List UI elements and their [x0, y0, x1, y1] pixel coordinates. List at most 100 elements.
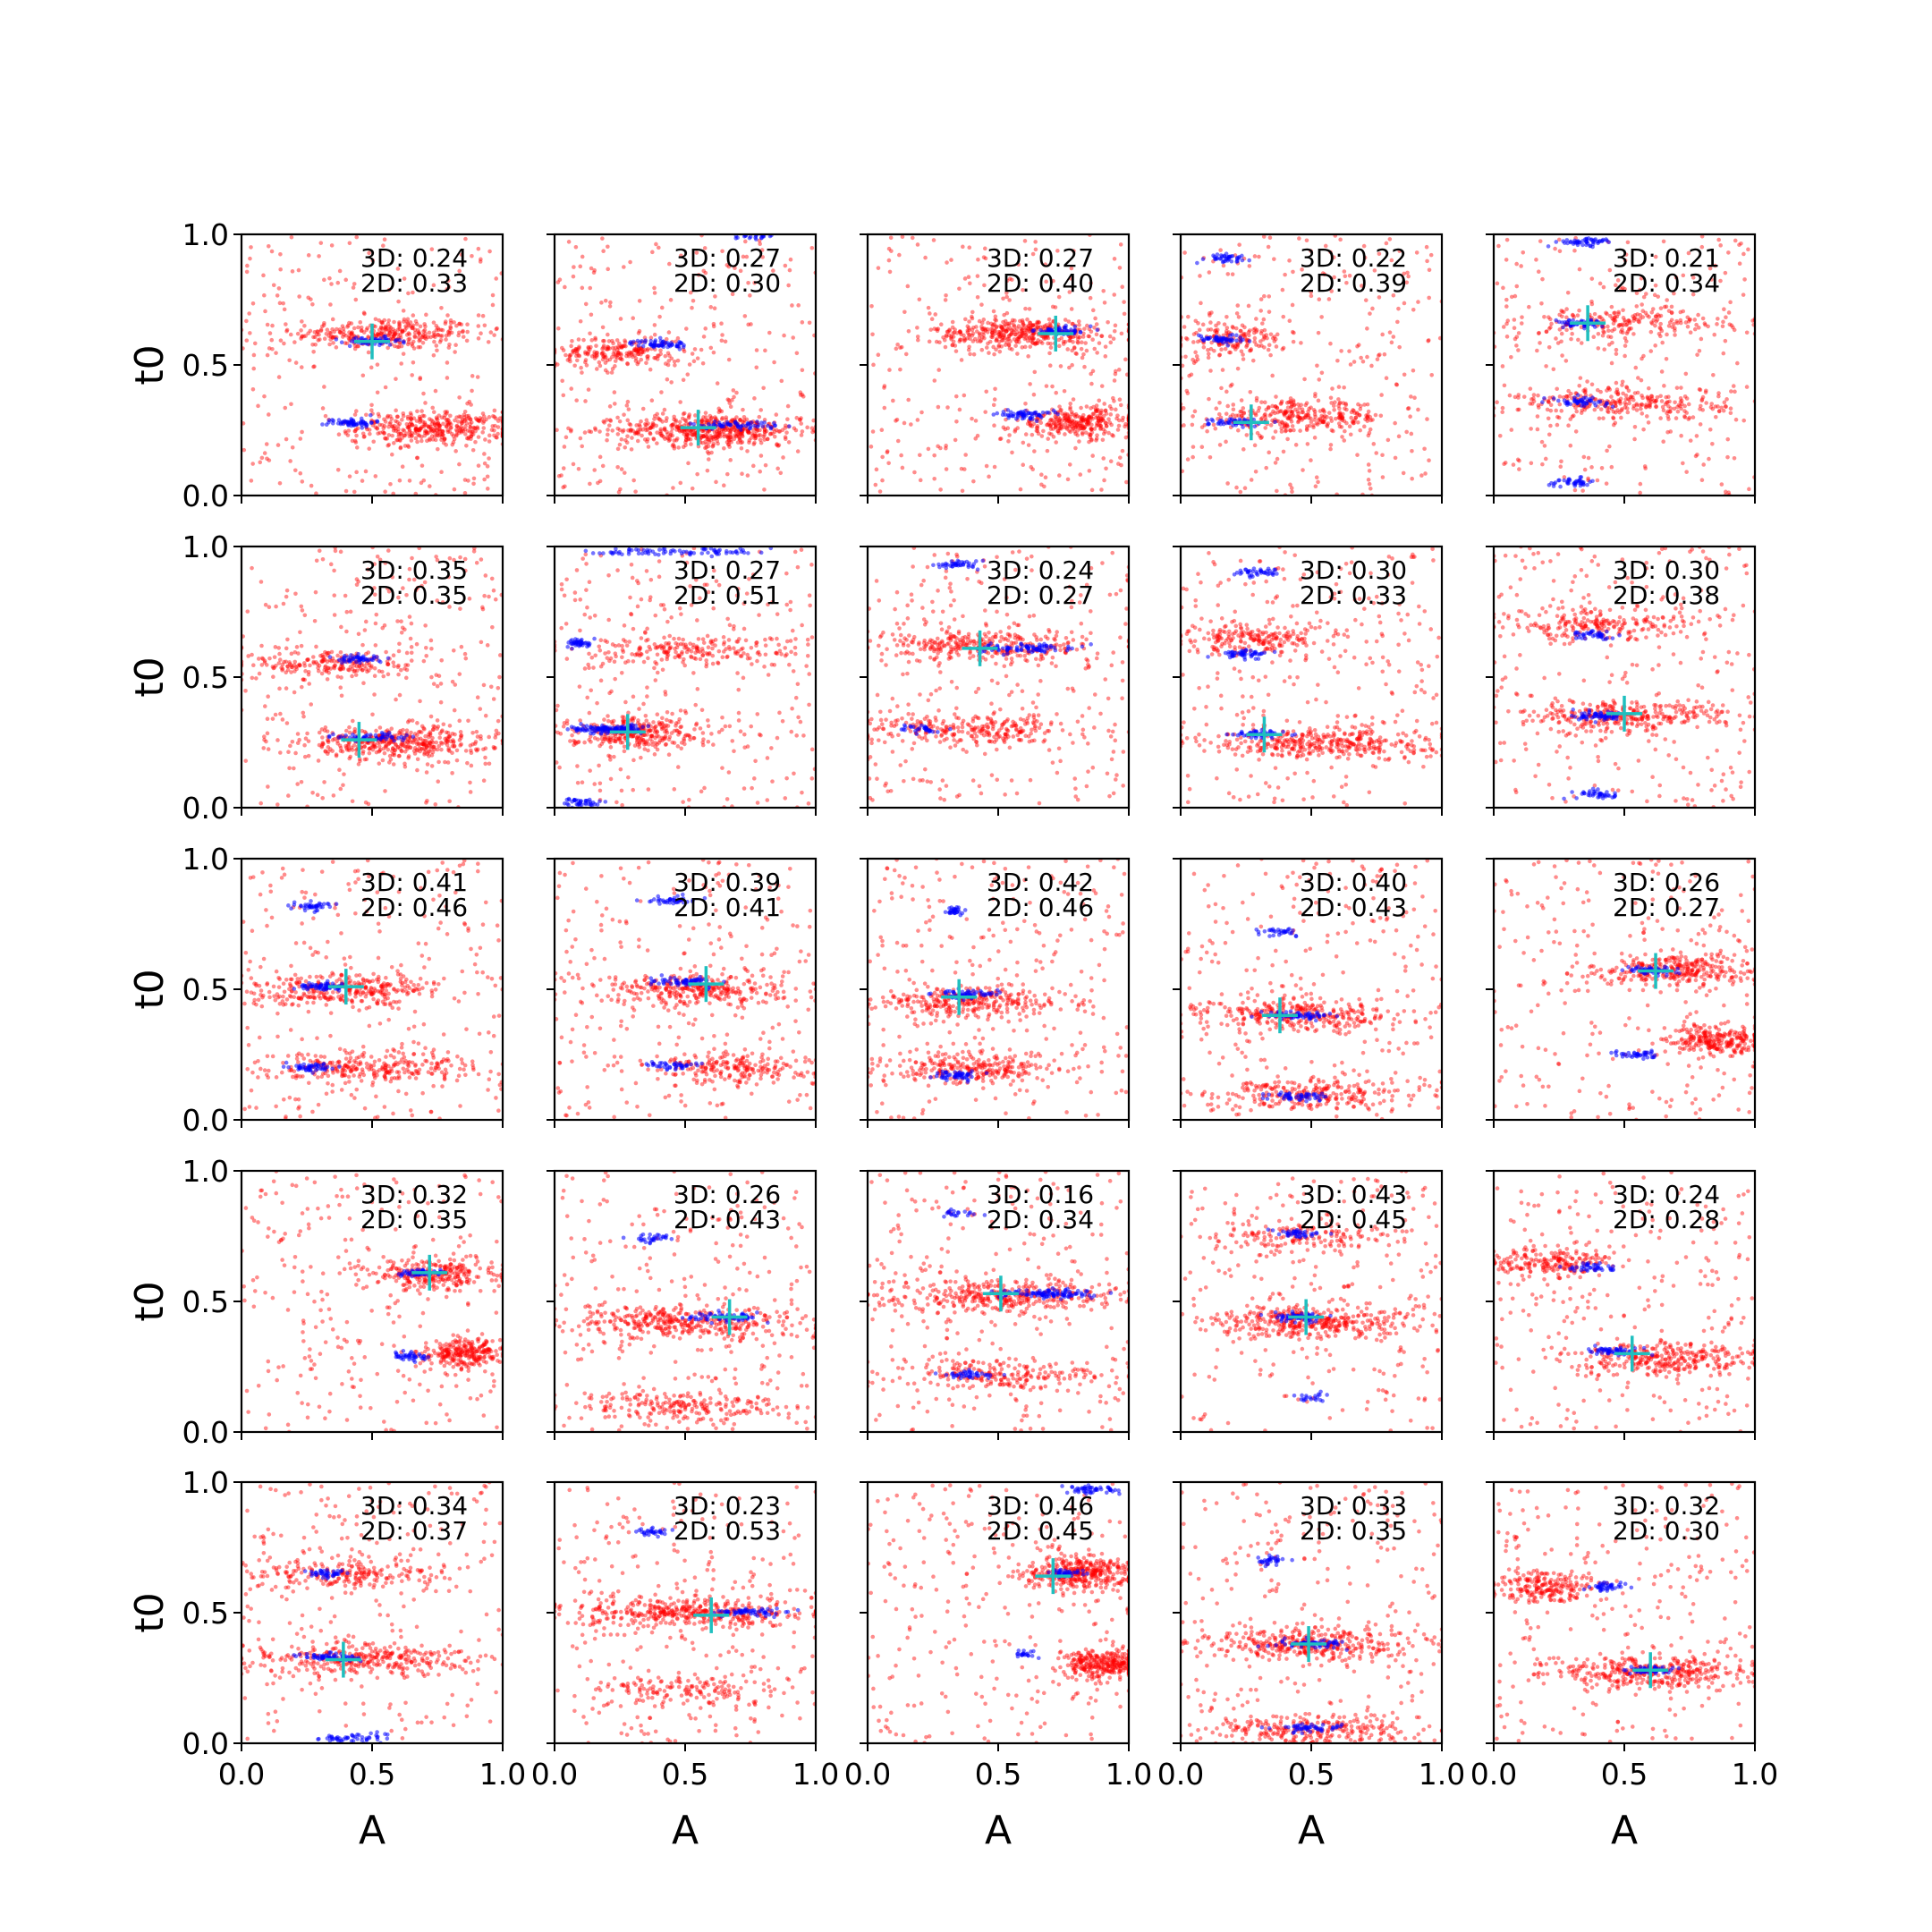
red-point — [756, 433, 761, 438]
red-point — [1083, 430, 1089, 435]
red-point — [1021, 287, 1025, 292]
red-point — [445, 411, 449, 416]
red-point — [412, 327, 418, 332]
red-point — [1708, 404, 1714, 410]
red-point — [1290, 409, 1294, 414]
red-point — [1084, 404, 1089, 409]
red-point — [406, 340, 411, 344]
red-point — [1091, 411, 1097, 417]
red-point — [612, 402, 617, 406]
red-point — [1030, 432, 1035, 437]
red-point — [791, 335, 796, 340]
red-point — [1048, 345, 1054, 350]
red-point — [772, 360, 776, 365]
red-point — [1016, 324, 1021, 328]
red-point — [1191, 445, 1196, 449]
red-point — [407, 336, 412, 342]
red-point — [902, 309, 907, 315]
red-point — [1284, 409, 1288, 413]
red-point — [1275, 410, 1280, 415]
red-point — [1071, 397, 1076, 402]
red-point — [1602, 347, 1607, 352]
red-point — [1667, 399, 1672, 404]
red-point — [258, 460, 263, 465]
red-point — [1122, 300, 1126, 304]
red-point — [380, 429, 386, 435]
red-point — [1037, 319, 1041, 325]
red-point — [1684, 411, 1690, 415]
red-point — [1058, 427, 1063, 431]
red-point — [261, 273, 266, 278]
red-point — [1002, 312, 1006, 318]
red-point — [1726, 310, 1732, 315]
blue-point — [635, 338, 640, 343]
red-point — [315, 329, 320, 334]
blue-point — [394, 337, 399, 343]
red-point — [464, 417, 470, 421]
red-point — [1045, 335, 1049, 339]
red-point — [1699, 244, 1705, 250]
y-tick-label: 1.0 — [182, 217, 229, 252]
red-point — [1321, 414, 1326, 419]
red-point — [1086, 414, 1091, 419]
red-point — [626, 428, 631, 433]
red-point — [699, 433, 704, 438]
red-point — [1389, 340, 1394, 345]
red-point — [1089, 281, 1093, 285]
blue-point — [334, 337, 339, 342]
red-point — [708, 437, 714, 443]
red-point — [312, 329, 318, 335]
red-point — [1675, 320, 1680, 326]
blue-point — [1063, 323, 1068, 328]
red-point — [383, 419, 388, 424]
blue-point — [1218, 256, 1224, 261]
red-point — [1312, 436, 1318, 440]
red-point — [1514, 284, 1520, 289]
red-point — [957, 286, 962, 292]
red-point — [448, 318, 453, 323]
red-point — [660, 419, 665, 424]
red-point — [1362, 255, 1368, 260]
red-point — [276, 375, 282, 379]
red-point — [406, 323, 411, 327]
blue-point — [1581, 403, 1587, 408]
red-point — [880, 478, 885, 483]
red-point — [1675, 404, 1680, 410]
red-point — [1062, 425, 1066, 430]
red-point — [628, 422, 633, 428]
red-point — [1275, 406, 1280, 411]
red-point — [388, 414, 393, 419]
red-point — [1678, 403, 1682, 409]
red-point — [1589, 276, 1595, 281]
red-point — [1546, 398, 1551, 403]
blue-point — [653, 338, 658, 343]
red-point — [1292, 402, 1297, 407]
red-point — [493, 423, 497, 428]
red-point — [569, 386, 574, 391]
red-point — [1212, 348, 1216, 353]
red-point — [632, 431, 638, 436]
red-point — [1097, 419, 1102, 423]
red-point — [392, 426, 396, 431]
red-point — [435, 428, 439, 433]
red-point — [1282, 411, 1286, 417]
red-point — [768, 431, 774, 436]
red-point — [359, 328, 364, 334]
blue-point — [681, 344, 686, 350]
red-point — [445, 360, 450, 365]
blue-point — [1201, 338, 1206, 343]
red-point — [926, 305, 931, 310]
red-point — [332, 329, 336, 335]
red-point — [1298, 415, 1303, 420]
red-point — [599, 352, 605, 356]
red-point — [1038, 339, 1043, 344]
red-point — [397, 341, 402, 345]
red-point — [1017, 335, 1021, 340]
red-point — [1258, 436, 1263, 440]
red-point — [1365, 419, 1370, 423]
red-point — [614, 347, 620, 352]
red-point — [695, 356, 700, 360]
red-point — [1614, 347, 1619, 352]
